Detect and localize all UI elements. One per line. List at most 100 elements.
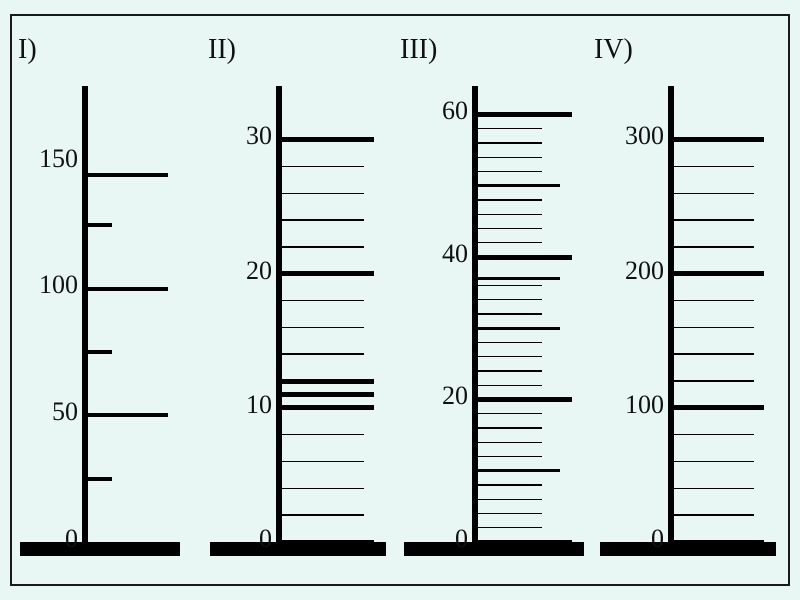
scale-3-major-tick (478, 112, 572, 117)
scale-3-minor-tick (478, 142, 542, 143)
scale-2-minor-tick (282, 327, 364, 329)
scale-2-major-tick (282, 137, 374, 142)
scale-4-major-tick (674, 271, 764, 276)
scale-1-title: I) (18, 34, 37, 66)
scale-3-major-tick (478, 540, 572, 545)
scale-3-minor-tick (478, 499, 542, 500)
scale-2-minor-tick (282, 461, 364, 463)
scale-2-title: II) (208, 34, 236, 66)
scale-3-major-tick (478, 255, 572, 260)
scale-2-area: 0 10 20 30 (206, 86, 400, 556)
scale-4-minor-tick (674, 166, 754, 168)
scale-4-minor-tick (674, 246, 754, 248)
scale-4-minor-tick (674, 353, 754, 355)
scale-2-major-tick (282, 405, 374, 410)
scale-2-stem (276, 86, 282, 542)
scale-3-minor-tick (478, 157, 542, 158)
scale-3-title: III) (400, 34, 437, 66)
scale-3-mid-tick (478, 469, 560, 472)
scale-3-minor-tick (478, 385, 542, 386)
scale-4-cell: IV) 0 100 200 300 (594, 16, 788, 584)
scale-2-minor-tick (282, 219, 364, 221)
scale-3-minor-tick (478, 442, 542, 443)
scale-2-minor-tick (282, 434, 364, 436)
scale-2-minor-tick (282, 353, 364, 355)
scale-2-minor-tick (282, 300, 364, 302)
scale-4-minor-tick (674, 380, 754, 382)
scale-3-mid-tick (478, 327, 560, 330)
scale-3-area: 0204060 (400, 86, 594, 556)
scale-1-area: 050100150 (12, 86, 206, 556)
scale-3-minor-tick (478, 171, 542, 172)
scale-3-minor-tick (478, 413, 542, 414)
scale-2-minor-tick (282, 166, 364, 168)
scale-3-label: 60 (426, 96, 468, 126)
scale-1-minor-tick (88, 477, 112, 481)
scale-4-label: 300 (614, 121, 664, 151)
scale-3-minor-tick (478, 513, 542, 514)
scale-4-label: 0 (614, 524, 664, 554)
scale-3-minor-tick (478, 313, 542, 314)
scale-3-major-tick (478, 397, 572, 402)
figure-panel: I)050100150II)0102030III)0204060IV)01002… (10, 14, 790, 586)
scale-2-label: 0 (230, 524, 272, 554)
scale-3-minor-tick (478, 214, 542, 215)
scale-3-minor-tick (478, 228, 542, 229)
scale-1-major-tick (88, 173, 168, 177)
scale-4-title: IV) (594, 34, 633, 66)
scale-3-label: 20 (426, 381, 468, 411)
scale-3-minor-tick (478, 299, 542, 300)
scale-3-minor-tick (478, 427, 542, 428)
scale-4-label: 100 (614, 390, 664, 420)
scale-4-minor-tick (674, 434, 754, 436)
scale-2-major-tick (282, 392, 374, 397)
scale-3-minor-tick (478, 128, 542, 129)
scale-3-cell: III)0204060 (400, 16, 594, 584)
scale-4-label: 200 (614, 256, 664, 286)
scale-2-major-tick (282, 540, 374, 545)
scale-4-minor-tick (674, 219, 754, 221)
scale-4-minor-tick (674, 461, 754, 463)
scale-4-major-tick (674, 405, 764, 410)
scale-4-minor-tick (674, 193, 754, 195)
scale-4-minor-tick (674, 300, 754, 302)
scale-3-minor-tick (478, 370, 542, 371)
scale-2-minor-tick (282, 514, 364, 516)
scales-row: I)050100150II)0102030III)0204060IV)01002… (12, 16, 788, 584)
scale-4-major-tick (674, 540, 764, 545)
scale-4-minor-tick (674, 327, 754, 329)
scale-4-major-tick (674, 137, 764, 142)
scale-3-mid-tick (478, 277, 560, 280)
scale-4-minor-tick (674, 488, 754, 490)
scale-4-stem (668, 86, 674, 542)
scale-4-area: 0 100 200 300 (594, 86, 788, 556)
scale-2-cell: II) 0 10 20 30 (206, 16, 400, 584)
scale-1-label: 0 (32, 524, 78, 554)
scale-1-stem (82, 86, 88, 542)
scale-3-minor-tick (478, 356, 542, 357)
scale-2-minor-tick (282, 246, 364, 248)
scale-3-minor-tick (478, 527, 542, 528)
scale-1-cell: I)050100150 (12, 16, 206, 584)
scale-2-label: 30 (230, 121, 272, 151)
scale-1-minor-tick (88, 223, 112, 227)
scale-4-minor-tick (674, 514, 754, 516)
scale-1-major-tick (88, 413, 168, 417)
scale-3-minor-tick (478, 242, 542, 243)
scale-3-minor-tick (478, 456, 542, 457)
scale-2-minor-tick (282, 193, 364, 195)
scale-1-label: 50 (32, 397, 78, 427)
scale-3-mid-tick (478, 184, 560, 187)
scale-3-minor-tick (478, 484, 542, 485)
scale-3-minor-tick (478, 285, 542, 286)
scale-3-minor-tick (478, 342, 542, 343)
scale-3-label: 40 (426, 239, 468, 269)
scale-2-minor-tick (282, 488, 364, 490)
scale-2-major-tick (282, 379, 374, 384)
scale-2-label: 10 (230, 390, 272, 420)
scale-1-label: 100 (32, 270, 78, 300)
scale-2-label: 20 (230, 256, 272, 286)
scale-3-minor-tick (478, 199, 542, 200)
scale-2-major-tick (282, 271, 374, 276)
scale-1-major-tick (88, 287, 168, 291)
